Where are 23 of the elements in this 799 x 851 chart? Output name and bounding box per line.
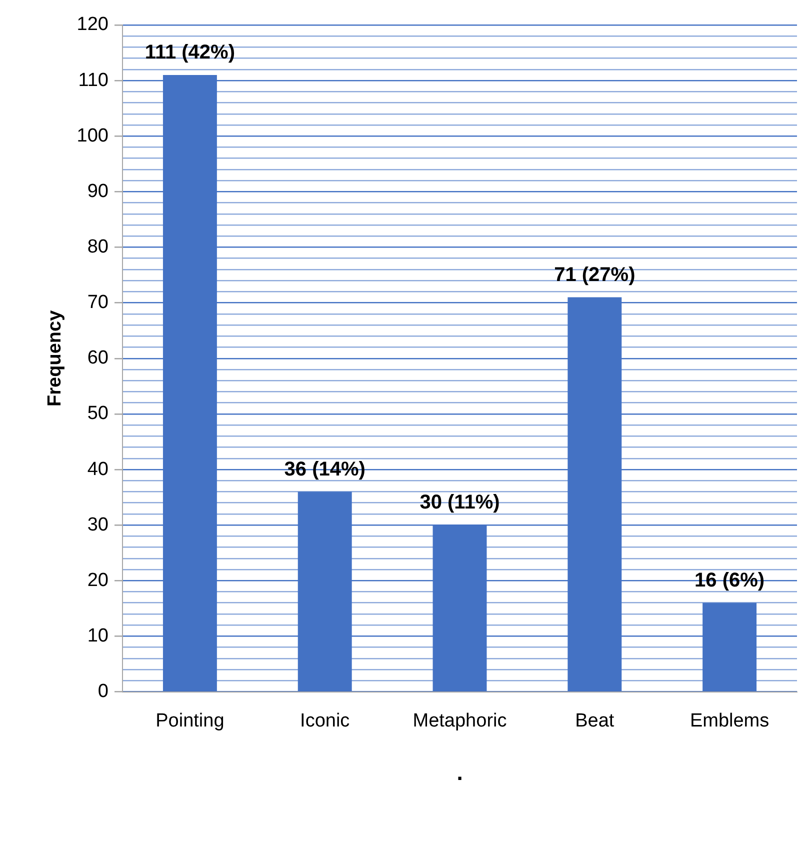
- y-tick-label: 110: [78, 70, 108, 91]
- data-label: 30 (11%): [420, 492, 500, 514]
- y-tick-label: 50: [87, 403, 108, 424]
- y-tick-label: 30: [87, 514, 108, 536]
- y-tick-label: 10: [87, 625, 108, 646]
- y-tick-label: 80: [87, 236, 108, 258]
- data-label: 111 (42%): [144, 42, 235, 64]
- x-axis-title: .: [456, 760, 463, 785]
- x-tick-label: Pointing: [156, 710, 224, 732]
- y-tick-label: 20: [87, 570, 108, 591]
- y-tick-label: 120: [76, 14, 108, 36]
- y-tick-label: 0: [98, 681, 108, 702]
- y-tick-label: 100: [76, 125, 108, 146]
- y-tick-label: 40: [87, 458, 108, 480]
- y-axis-title: Frequency: [44, 310, 66, 406]
- x-tick-label: Emblems: [690, 710, 770, 732]
- x-tick-label: Iconic: [300, 710, 350, 732]
- y-tick-label: 90: [87, 180, 108, 202]
- y-tick-label: 60: [87, 348, 108, 369]
- x-tick-label: Beat: [575, 710, 615, 732]
- x-tick-label: Metaphoric: [412, 710, 507, 732]
- data-label: 71 (27%): [554, 264, 636, 286]
- y-tick-label: 70: [87, 292, 108, 314]
